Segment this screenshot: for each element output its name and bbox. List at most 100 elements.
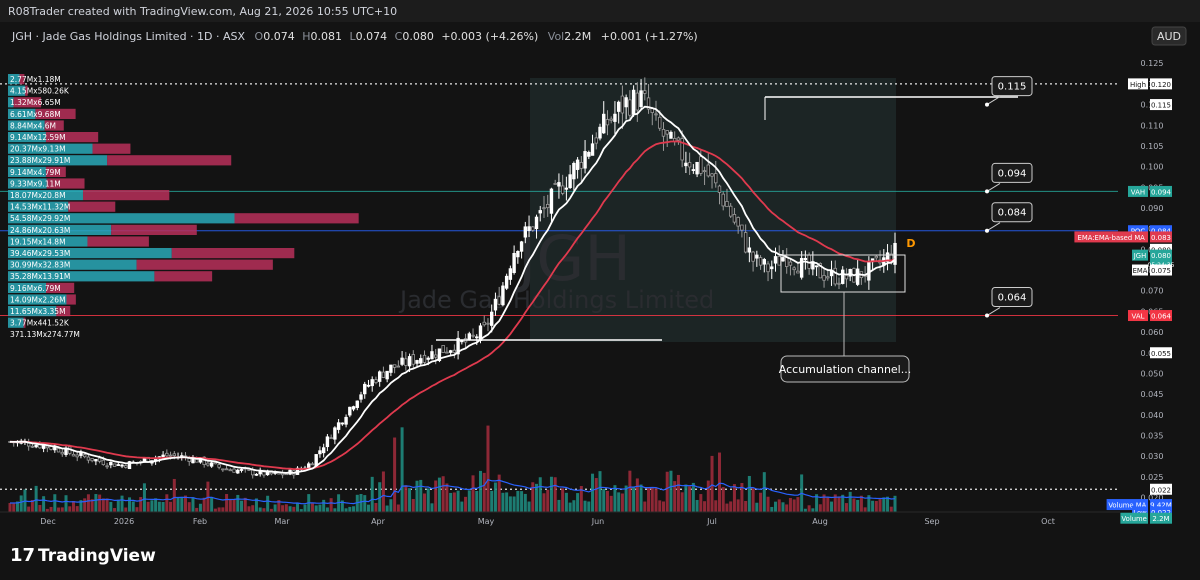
candle-body[interactable] [329, 437, 333, 440]
volume-bar[interactable] [329, 498, 333, 512]
candle-body[interactable] [419, 358, 423, 364]
volume-profile-down-bar[interactable] [154, 271, 213, 282]
volume-profile-up-bar[interactable] [8, 132, 46, 143]
candle-body[interactable] [639, 90, 643, 107]
candle-body[interactable] [490, 311, 494, 326]
candle-body[interactable] [855, 268, 860, 285]
volume-bar[interactable] [639, 484, 643, 512]
volume-bar[interactable] [161, 502, 165, 512]
candle-body[interactable] [377, 371, 382, 382]
volume-bar[interactable] [796, 497, 800, 512]
candle-body[interactable] [336, 422, 341, 430]
candle-body[interactable] [79, 452, 83, 456]
candle-body[interactable] [747, 247, 752, 253]
candle-body[interactable] [60, 451, 64, 455]
volume-bar[interactable] [508, 496, 512, 512]
candle-body[interactable] [467, 333, 472, 340]
volume-bar[interactable] [105, 498, 109, 512]
volume-bar[interactable] [426, 488, 430, 512]
volume-bar[interactable] [83, 498, 87, 512]
volume-bar[interactable] [531, 482, 535, 512]
volume-profile-down-bar[interactable] [25, 85, 28, 96]
volume-bar[interactable] [605, 490, 609, 512]
candle-body[interactable] [587, 151, 591, 157]
candle-body[interactable] [523, 226, 528, 238]
volume-bar[interactable] [777, 499, 781, 512]
volume-bar[interactable] [333, 508, 337, 512]
volume-profile-up-bar[interactable] [8, 143, 93, 154]
volume-bar[interactable] [822, 494, 826, 512]
candle-body[interactable] [325, 436, 330, 448]
volume-profile-down-bar[interactable] [45, 166, 66, 177]
volume-bar[interactable] [624, 485, 628, 512]
volume-bar[interactable] [617, 492, 621, 512]
candle-body[interactable] [86, 456, 91, 461]
volume-bar[interactable] [579, 486, 583, 512]
volume-bar[interactable] [490, 490, 494, 512]
volume-bar[interactable] [721, 487, 725, 512]
candle-body[interactable] [564, 187, 569, 190]
volume-profile-down-bar[interactable] [87, 236, 149, 247]
candle-body[interactable] [433, 354, 438, 358]
volume-bar[interactable] [19, 495, 23, 512]
tradingview-logo[interactable]: 17 TradingView [10, 545, 156, 566]
candle-body[interactable] [109, 461, 113, 466]
candle-body[interactable] [602, 113, 606, 134]
candle-body[interactable] [41, 445, 46, 449]
volume-bar[interactable] [109, 501, 113, 512]
candle-body[interactable] [344, 416, 348, 425]
volume-bar[interactable] [210, 496, 214, 512]
volume-bar[interactable] [729, 501, 733, 512]
candle-body[interactable] [743, 232, 748, 253]
candle-body[interactable] [120, 464, 124, 467]
candle-body[interactable] [680, 138, 684, 161]
volume-bar[interactable] [680, 492, 684, 512]
candle-body[interactable] [643, 90, 647, 94]
candle-body[interactable] [624, 97, 628, 108]
candle-body[interactable] [725, 201, 729, 208]
volume-profile-down-bar[interactable] [136, 259, 273, 270]
candle-body[interactable] [404, 358, 408, 366]
candle-body[interactable] [654, 113, 658, 116]
volume-bar[interactable] [456, 490, 460, 512]
volume-bar[interactable] [762, 472, 766, 512]
volume-bar[interactable] [169, 501, 173, 512]
volume-bar[interactable] [15, 501, 19, 512]
candle-body[interactable] [531, 226, 535, 231]
candle-body[interactable] [590, 143, 595, 156]
candle-body[interactable] [594, 137, 598, 144]
candle-body[interactable] [799, 258, 804, 278]
volume-profile-down-bar[interactable] [66, 294, 76, 305]
volume-bar[interactable] [744, 500, 748, 512]
volume-bar[interactable] [564, 492, 568, 512]
volume-bar[interactable] [818, 504, 822, 512]
volume-bar[interactable] [841, 494, 845, 512]
volume-bar[interactable] [837, 496, 841, 512]
volume-bar[interactable] [613, 485, 617, 512]
candle-body[interactable] [628, 99, 632, 116]
volume-bar[interactable] [471, 475, 475, 512]
volume-bar[interactable] [359, 493, 363, 512]
volume-bar[interactable] [441, 476, 445, 512]
volume-bar[interactable] [658, 500, 662, 512]
volume-bar[interactable] [34, 485, 38, 512]
candle-body[interactable] [82, 454, 87, 458]
candle-body[interactable] [676, 137, 681, 141]
volume-bar[interactable] [393, 437, 397, 512]
callout-box[interactable] [991, 162, 1033, 183]
volume-bar[interactable] [374, 502, 378, 512]
volume-bar[interactable] [493, 482, 497, 512]
volume-profile-up-bar[interactable] [8, 201, 69, 212]
candle-body[interactable] [53, 446, 57, 451]
volume-bar[interactable] [501, 492, 505, 512]
candle-body[interactable] [758, 257, 763, 266]
volume-bar[interactable] [198, 503, 202, 512]
volume-bar[interactable] [180, 496, 184, 512]
volume-bar[interactable] [714, 500, 718, 512]
volume-bar[interactable] [254, 498, 258, 512]
volume-bar[interactable] [856, 499, 860, 512]
volume-bar[interactable] [512, 496, 516, 512]
volume-bar[interactable] [598, 471, 602, 512]
volume-bar[interactable] [262, 508, 266, 512]
volume-bar[interactable] [747, 475, 751, 512]
